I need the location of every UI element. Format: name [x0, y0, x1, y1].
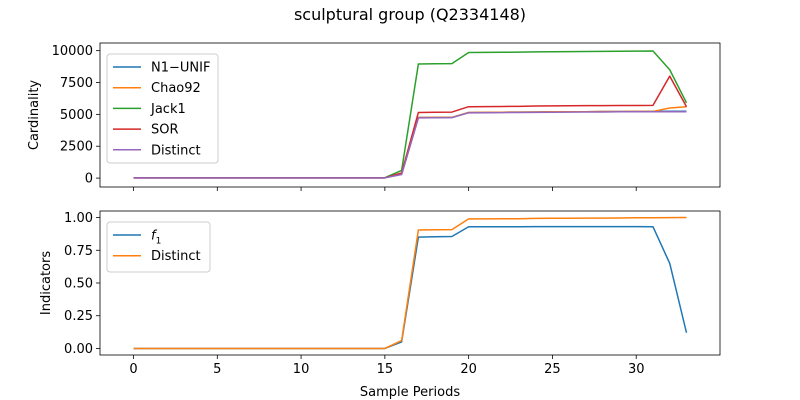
x-tick-label: 15: [377, 362, 394, 377]
y-tick-label: 10000: [52, 44, 93, 59]
legend-label: f1: [151, 229, 161, 247]
bottom-panel-indicators: 0 5 10 15 20 25 30 0.00 0.25 0.50 0.75 1.00 Indicato…: [39, 210, 721, 400]
y-axis-label: Indicators: [39, 251, 54, 315]
legend: f1 Distinct: [106, 221, 211, 273]
x-tick-label: 5: [213, 362, 221, 377]
legend-box: [106, 221, 211, 273]
legend-label: N1−UNIF: [151, 61, 210, 76]
x-tick-label: 0: [129, 362, 137, 377]
legend: N1−UNIF Chao92 Jack1 SOR Distinct: [106, 53, 219, 164]
y-tick-label: 1.00: [64, 211, 93, 226]
x-axis-label: Sample Periods: [360, 385, 460, 400]
y-tick-label: 0.25: [64, 309, 93, 324]
x-tick-label: 10: [293, 362, 310, 377]
y-tick-label: 7500: [60, 76, 93, 91]
y-tick-label: 0.00: [64, 342, 93, 357]
y-tick-label: 0: [85, 172, 93, 187]
chart-title: sculptural group (Q2334148): [294, 5, 526, 24]
series-line-5: [133, 110, 687, 179]
y-tick-label: 0.50: [64, 277, 93, 292]
legend-label: Jack1: [150, 102, 186, 117]
legend-label: Distinct: [151, 249, 201, 264]
legend-label: SOR: [151, 123, 179, 138]
y-tick-label: 5000: [60, 108, 93, 123]
series-line-2: [133, 216, 687, 350]
y-axis-label: Cardinality: [27, 80, 42, 151]
axes-frame: [99, 42, 721, 188]
x-tick-label: 25: [544, 362, 561, 377]
top-panel-cardinality: 0 2500 5000 7500 10000 Cardinality N1−UNIF Chao…: [27, 42, 721, 191]
y-tick-label: 2500: [60, 140, 93, 155]
legend-box: [106, 53, 219, 164]
legend-label: Distinct: [151, 143, 201, 158]
legend-label: Chao92: [151, 81, 201, 96]
x-tick-label: 30: [628, 362, 645, 377]
x-tick-label: 20: [460, 362, 477, 377]
y-tick-label: 0.75: [64, 244, 93, 259]
